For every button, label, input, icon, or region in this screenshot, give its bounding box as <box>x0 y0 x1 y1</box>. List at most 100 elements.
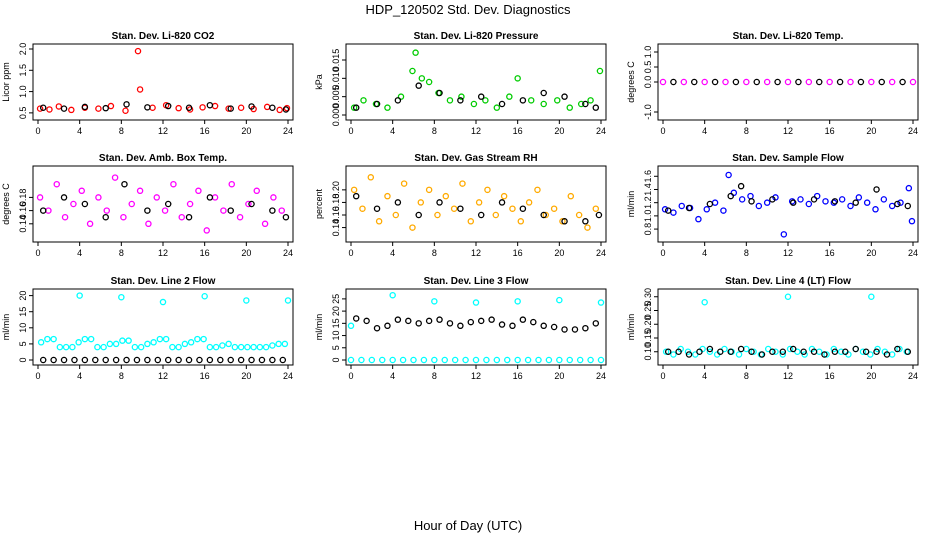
data-point <box>550 323 558 331</box>
data-point <box>373 324 381 332</box>
x-tick-label: 24 <box>908 371 918 381</box>
x-tick-label: 24 <box>596 371 606 381</box>
data-point <box>559 218 566 225</box>
data-point <box>206 356 214 364</box>
data-point <box>86 220 94 228</box>
series-2 <box>670 78 906 86</box>
data-point <box>269 342 276 349</box>
panel-title: Stan. Dev. Li-820 Pressure <box>414 31 539 42</box>
y-tick-label: 1.6 <box>643 170 653 183</box>
data-point <box>36 105 44 112</box>
data-point <box>772 348 779 355</box>
data-point <box>185 213 193 221</box>
x-tick-label: 0 <box>35 248 40 258</box>
data-point <box>857 78 865 86</box>
data-point <box>196 356 203 364</box>
data-point <box>170 180 177 188</box>
data-point <box>755 202 763 210</box>
data-point <box>350 104 358 111</box>
y-tick-label: 20 <box>18 291 28 301</box>
data-point <box>225 340 232 348</box>
data-point <box>691 78 698 86</box>
data-point <box>534 186 541 194</box>
data-point <box>467 318 475 326</box>
data-point <box>175 104 182 112</box>
data-point <box>722 78 729 86</box>
data-point <box>519 316 527 323</box>
y-tick-label: 10 <box>331 331 341 341</box>
x-tick-label: 0 <box>348 126 353 136</box>
data-point <box>203 227 210 234</box>
data-point <box>880 196 888 203</box>
y-tick-label: -1.0 <box>643 104 653 120</box>
data-point <box>862 348 870 355</box>
data-point <box>87 335 95 343</box>
data-point <box>278 207 285 214</box>
data-point <box>873 348 880 355</box>
data-point <box>701 78 708 86</box>
data-point <box>76 292 83 299</box>
y-axis-label: Licor ppm <box>1 62 11 102</box>
x-tick-label: 4 <box>702 248 707 258</box>
data-point <box>45 207 52 214</box>
data-point <box>492 211 500 219</box>
data-point <box>123 101 130 108</box>
data-point <box>417 199 425 206</box>
data-point <box>384 192 391 200</box>
data-point <box>706 200 714 208</box>
x-tick-label: 16 <box>513 371 523 381</box>
x-tick-label: 24 <box>908 126 918 136</box>
data-point <box>103 207 111 214</box>
data-point <box>596 67 604 75</box>
x-tick-label: 4 <box>390 126 395 136</box>
y-tick-label: 0.000 <box>331 104 341 127</box>
data-point <box>144 104 151 111</box>
data-point <box>896 345 903 353</box>
panel-title: Stan. Dev. Li-820 CO2 <box>112 31 215 42</box>
data-point <box>905 184 913 192</box>
data-point <box>458 93 465 100</box>
data-point <box>269 104 276 112</box>
data-point <box>519 205 527 212</box>
data-point <box>482 97 489 104</box>
data-point <box>282 106 290 113</box>
data-point <box>350 186 358 194</box>
panel-title: Stan. Dev. Sample Flow <box>732 153 844 164</box>
data-point <box>159 298 167 306</box>
data-point <box>225 105 232 112</box>
x-tick-label: 12 <box>471 126 481 136</box>
series-2 <box>76 292 292 306</box>
data-point <box>434 211 441 219</box>
y-tick-label: 1.0 <box>18 85 28 98</box>
x-tick-label: 16 <box>825 371 835 381</box>
x-tick-label: 4 <box>390 371 395 381</box>
x-tick-label: 4 <box>390 248 395 258</box>
data-point <box>566 356 574 364</box>
data-point <box>909 78 917 86</box>
data-point <box>810 196 818 203</box>
data-point <box>37 339 45 346</box>
data-point <box>282 213 290 221</box>
y-axis-label: kPa <box>314 74 324 90</box>
data-point <box>685 351 693 358</box>
x-tick-label: 12 <box>158 126 168 136</box>
x-tick-label: 12 <box>471 371 481 381</box>
panel-title: Stan. Dev. Amb. Box Temp. <box>99 153 227 164</box>
x-tick-label: 4 <box>77 371 82 381</box>
data-point <box>81 103 89 111</box>
data-point <box>178 213 185 221</box>
series-2 <box>39 180 290 221</box>
y-tick-label: 0.18 <box>331 194 341 212</box>
data-point <box>62 343 70 351</box>
series-2 <box>701 293 875 306</box>
y-tick-label: 0.15 <box>643 329 653 347</box>
data-point <box>561 326 568 333</box>
data-point <box>175 343 182 351</box>
x-tick-label: 0 <box>348 248 353 258</box>
data-point <box>582 218 589 225</box>
x-tick-label: 12 <box>158 248 168 258</box>
data-point <box>347 356 355 364</box>
data-point <box>145 220 152 228</box>
data-point <box>136 187 144 195</box>
data-point <box>847 78 854 86</box>
